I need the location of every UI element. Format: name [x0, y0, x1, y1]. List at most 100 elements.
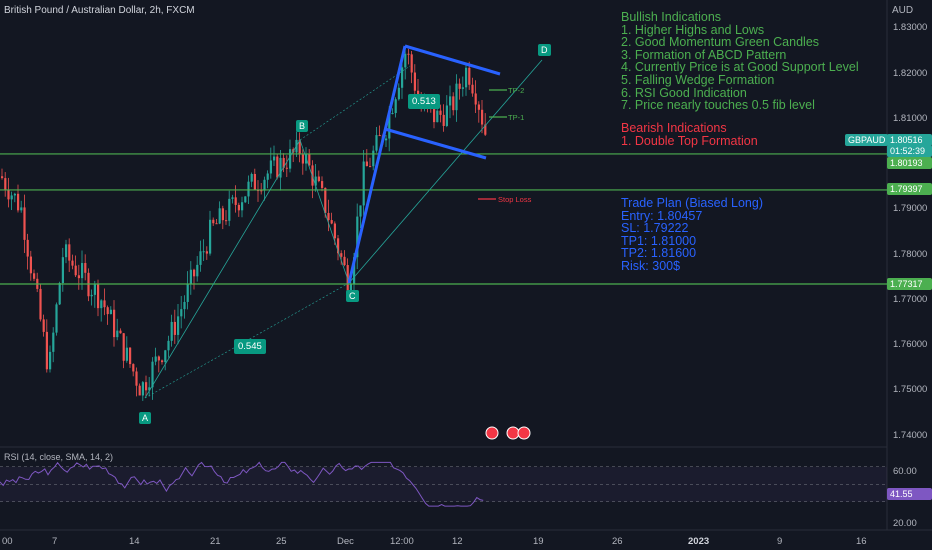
candle-body-down: [45, 331, 48, 370]
time-tick: 21: [210, 536, 221, 547]
candle-body-up: [314, 176, 317, 186]
candle-body-up: [250, 173, 253, 182]
wedge-impulse-line: [347, 45, 407, 284]
point-a-label[interactable]: A: [139, 412, 152, 424]
candle-body-down: [42, 319, 45, 332]
candle-body-up: [349, 284, 352, 294]
candle-body-up: [391, 113, 394, 115]
rsi-tick: 60.00: [893, 466, 917, 477]
price-tick: 1.74000: [893, 430, 928, 441]
countdown-badge: 01:52:39: [887, 145, 932, 157]
abcd-leg-cd: [348, 59, 543, 284]
point-d-label[interactable]: D: [538, 44, 551, 56]
candle-body-down: [317, 176, 320, 182]
bullish-item: 7. Price nearly touches 0.5 fib level: [621, 98, 815, 113]
level-price-badge: 1.80193: [887, 157, 932, 169]
plan-item: Entry: 1.80457: [621, 208, 703, 223]
candle-body-up: [394, 99, 397, 114]
candle-body-up: [164, 350, 167, 363]
candle-body-down: [221, 208, 224, 221]
candle-body-down: [77, 275, 80, 279]
price-tick: 1.83000: [893, 22, 928, 33]
candle-body-down: [257, 190, 260, 192]
candle-body-up: [93, 284, 96, 295]
plan-title: Trade Plan (Biased Long): [621, 196, 763, 210]
candle-body-down: [298, 139, 301, 155]
event-flag-icon: [517, 426, 531, 440]
tp2-label: TP-2: [508, 86, 525, 95]
candle-body-down: [74, 265, 77, 276]
candle-body-down: [193, 269, 196, 277]
price-tick: 1.79000: [893, 203, 928, 214]
candle-body-up: [109, 309, 112, 315]
candle-body-down: [106, 307, 109, 315]
wedge-upper-line: [404, 44, 501, 76]
candle-body-down: [84, 263, 87, 273]
wedge-lower-line: [384, 127, 487, 160]
point-c-label[interactable]: C: [346, 290, 359, 302]
time-tick: 2023: [688, 536, 710, 547]
price-tick: 1.75000: [893, 384, 928, 395]
bearish-title: Bearish Indications: [621, 121, 727, 135]
candle-body-up: [273, 156, 276, 161]
abcd-leg-ab: [144, 139, 301, 399]
candle-body-up: [359, 205, 362, 217]
time-tick: 12: [452, 536, 463, 547]
candle-body-down: [132, 364, 135, 372]
symbol-badge[interactable]: GBPAUD: [845, 134, 889, 146]
fib-ratio-label[interactable]: 0.545: [234, 339, 266, 354]
plan-item: Risk: 300$: [621, 258, 681, 273]
candle-body-up: [362, 161, 365, 206]
candle-body-down: [113, 309, 116, 338]
candle-body-up: [55, 304, 58, 333]
time-tick: 19: [533, 536, 544, 547]
candle-body-down: [468, 67, 471, 85]
candle-body-up: [183, 301, 186, 310]
candle-body-up: [228, 198, 231, 221]
fib-ratio-label[interactable]: 0.513: [408, 94, 440, 109]
candle-body-up: [269, 160, 272, 174]
currency-label: AUD: [892, 5, 914, 16]
event-flag-icon: [506, 426, 520, 440]
candle-body-up: [167, 340, 170, 351]
time-tick: 25: [276, 536, 287, 547]
time-tick: Dec: [337, 536, 354, 547]
candle-body-down: [23, 207, 26, 240]
candle-body-up: [372, 150, 375, 167]
candle-body-down: [433, 107, 436, 123]
candle-body-up: [244, 196, 247, 203]
time-tick: 16: [856, 536, 867, 547]
candle-body-down: [285, 167, 288, 169]
chart-title: British Pound / Australian Dollar, 2h, F…: [4, 5, 195, 16]
candle-body-down: [343, 256, 346, 266]
rsi-legend[interactable]: RSI (14, close, SMA, 14, 2): [4, 452, 114, 462]
candle-body-down: [145, 382, 148, 391]
price-tick: 1.81000: [893, 113, 928, 124]
candle-body-up: [247, 181, 250, 197]
plan-item: TP1: 1.81000: [621, 233, 697, 248]
bullish-item: 6. RSI Good Indication: [621, 85, 747, 100]
candle-body-up: [263, 179, 266, 191]
point-b-label[interactable]: B: [296, 120, 309, 132]
rsi-line: [0, 461, 484, 507]
candle-body-up: [199, 251, 202, 265]
candle-body-down: [1, 176, 4, 179]
abcd-ratio-line: [299, 65, 411, 141]
candle-body-up: [189, 269, 192, 284]
candle-body-down: [282, 157, 285, 168]
candle-body-down: [481, 109, 484, 125]
candle-body-up: [388, 113, 391, 139]
candle-body-up: [100, 300, 103, 309]
bullish-item: 5. Falling Wedge Formation: [621, 72, 775, 87]
bearish-notes: Bearish Indications 1. Double Top Format…: [621, 122, 758, 147]
time-tick: 12:00: [390, 536, 414, 547]
candle-body-down: [471, 84, 474, 94]
candle-body-down: [17, 193, 20, 211]
candle-body-down: [330, 220, 333, 224]
event-flag-icon: [485, 426, 499, 440]
candle-body-up: [170, 321, 173, 341]
candle-body-up: [186, 283, 189, 302]
candle-body-up: [20, 207, 23, 211]
candle-body-up: [436, 110, 439, 123]
candle-body-up: [81, 263, 84, 279]
